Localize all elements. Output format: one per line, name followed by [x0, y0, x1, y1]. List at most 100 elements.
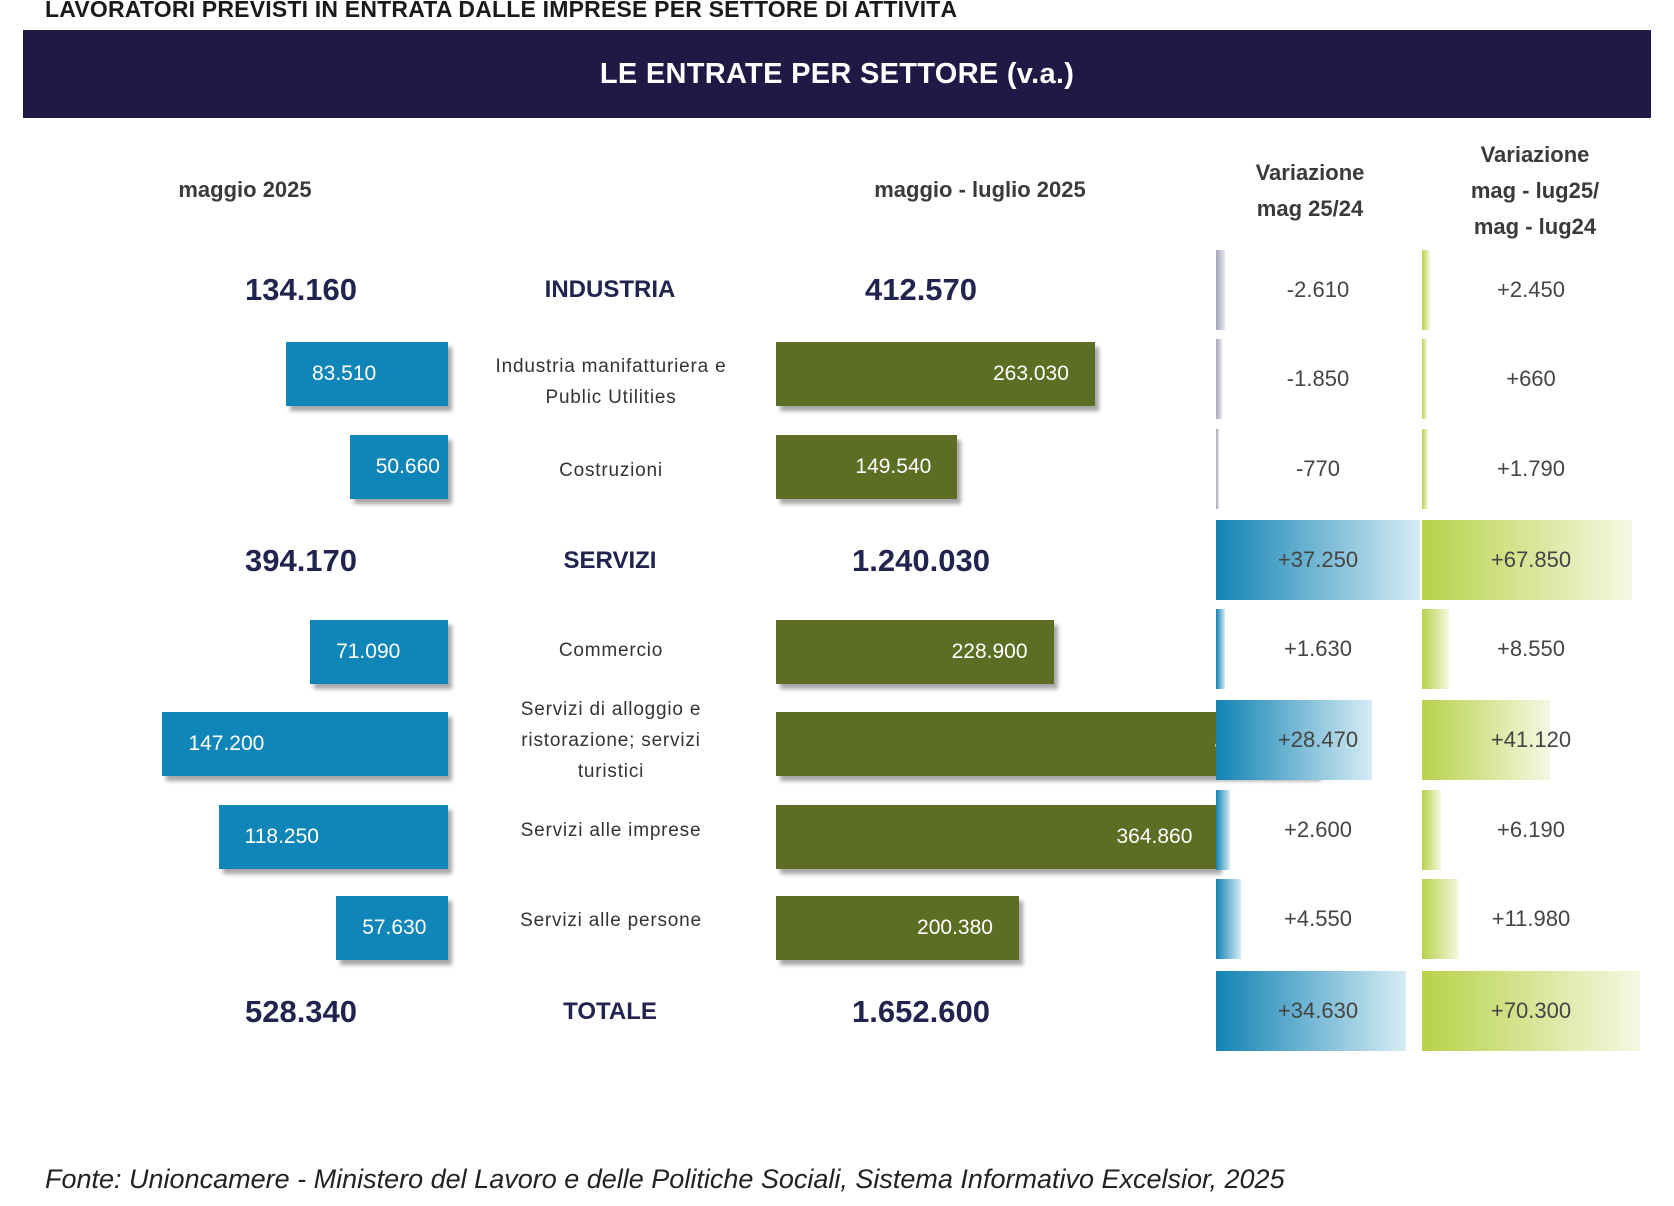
bar-may-alloggio: 147.200 [162, 712, 448, 776]
header-may-2025: maggio 2025 [178, 177, 312, 202]
servizi-may-total: 394.170 [244, 543, 358, 578]
bar-mayjul-manifatturiera-label: 263.030 [993, 362, 1069, 385]
bar-may-commercio-label: 71.090 [336, 640, 401, 663]
var-may-manifatturiera: -1.850 [1216, 339, 1420, 419]
chart-banner: LE ENTRATE PER SETTORE (v.a.) [23, 30, 1651, 118]
subsector-label-persone: Servizi alle persone [520, 910, 702, 931]
var-mayjul-industria-fill [1422, 250, 1430, 330]
var-may-servizi-fill [1216, 520, 1420, 600]
var-mayjul-persone-value: +11.980 [1491, 906, 1571, 931]
subsector-label-alloggio-line-3: turistici [577, 761, 645, 782]
var-mayjul-servizi-fill [1422, 520, 1633, 600]
bar-may-manifatturiera-label: 83.510 [311, 362, 377, 385]
header-var-may-jul-line-3: mag - lug24 [1473, 214, 1597, 239]
servizi-mayjul-total: 1.240.030 [852, 543, 990, 578]
subsector-label-manifatturiera: Industria manifatturiera e Public Utilit… [471, 351, 751, 413]
var-mayjul-manifatturiera-fill [1422, 339, 1427, 419]
var-may-alloggio-value: +28.470 [1277, 727, 1359, 752]
var-mayjul-industria: +2.450 [1422, 250, 1640, 330]
subsector-label-commercio: Commercio [558, 640, 664, 661]
var-mayjul-commercio-fill [1422, 609, 1449, 689]
var-mayjul-servizi: +67.850 [1422, 520, 1640, 600]
var-mayjul-commercio-value: +8.550 [1497, 636, 1565, 661]
var-may-costruzioni-value: -770 [1295, 456, 1341, 481]
header-var-may-jul-line-1: Variazione [1480, 142, 1590, 167]
var-may-totale-value: +34.630 [1277, 998, 1359, 1023]
var-may-commercio: +1.630 [1216, 609, 1420, 689]
header-var-may-jul: Variazione mag - lug25/ mag - lug24 [1430, 137, 1640, 245]
var-mayjul-costruzioni-value: +1.790 [1497, 456, 1565, 481]
header-may-jul-2025: maggio - luglio 2025 [874, 177, 1086, 202]
var-mayjul-alloggio-fill [1422, 700, 1550, 780]
var-may-manifatturiera-value: -1.850 [1286, 366, 1350, 391]
var-may-costruzioni-fill [1216, 429, 1219, 509]
header-var-may-line-2: mag 25/24 [1256, 196, 1364, 221]
header-var-may-line-1: Variazione [1255, 160, 1365, 185]
bar-may-manifatturiera: 83.510 [285, 342, 448, 406]
subsector-label-manifatturiera-line-2: Public Utilities [545, 387, 677, 408]
var-mayjul-imprese-fill [1422, 790, 1442, 870]
var-mayjul-costruzioni-fill [1422, 429, 1428, 509]
bar-mayjul-persone-label: 200.380 [917, 916, 993, 939]
var-may-manifatturiera-fill [1216, 339, 1223, 419]
totale-mayjul-total: 1.652.600 [852, 994, 990, 1029]
bar-mayjul-costruzioni: 149.540 [776, 435, 958, 499]
bar-may-persone: 57.630 [336, 896, 448, 960]
bar-may-persone-label: 57.630 [362, 916, 427, 939]
var-may-costruzioni: -770 [1216, 429, 1420, 509]
bar-may-imprese: 118.250 [218, 805, 448, 869]
var-mayjul-totale-value: +70.300 [1490, 998, 1572, 1023]
source-note: Fonte: Unioncamere - Ministero del Lavor… [45, 1164, 1285, 1194]
bar-mayjul-commercio: 228.900 [776, 620, 1054, 684]
subsector-label-alloggio: Servizi di alloggio e ristorazione; serv… [471, 694, 751, 787]
var-mayjul-totale-fill [1422, 971, 1640, 1051]
bar-may-commercio: 71.090 [310, 620, 448, 684]
bar-mayjul-manifatturiera: 263.030 [776, 342, 1095, 406]
totale-label: TOTALE [563, 998, 657, 1025]
var-mayjul-alloggio: +41.120 [1422, 700, 1640, 780]
var-may-totale-fill [1216, 971, 1406, 1051]
bar-mayjul-persone: 200.380 [776, 896, 1019, 960]
subsector-label-imprese: Servizi alle imprese [520, 820, 702, 841]
var-mayjul-imprese: +6.190 [1422, 790, 1640, 870]
var-mayjul-alloggio-value: +41.120 [1490, 727, 1572, 752]
bar-mayjul-imprese: 364.860 [776, 805, 1219, 869]
var-may-servizi: +37.250 [1216, 520, 1420, 600]
bar-may-costruzioni-label: 50.660 [375, 455, 440, 478]
var-mayjul-manifatturiera: +660 [1422, 339, 1640, 419]
subsector-label-manifatturiera-line-1: Industria manifatturiera e [495, 356, 727, 377]
var-may-imprese-value: +2.600 [1284, 817, 1352, 842]
industria-mayjul-total: 412.570 [864, 272, 978, 307]
var-may-alloggio: +28.470 [1216, 700, 1420, 780]
var-may-totale: +34.630 [1216, 971, 1420, 1051]
bar-may-alloggio-label: 147.200 [188, 732, 265, 755]
subsector-label-alloggio-line-2: ristorazione; servizi [521, 730, 701, 751]
bar-may-imprese-label: 118.250 [244, 825, 319, 848]
report-title: LAVORATORI PREVISTI IN ENTRATA DALLE IMP… [45, 0, 958, 22]
industria-label: INDUSTRIA [544, 276, 676, 303]
var-may-servizi-value: +37.250 [1277, 547, 1359, 572]
var-may-industria: -2.610 [1216, 250, 1420, 330]
servizi-label: SERVIZI [563, 547, 657, 574]
subsector-label-alloggio-line-1: Servizi di alloggio e [520, 699, 702, 720]
var-mayjul-manifatturiera-value: +660 [1506, 366, 1556, 391]
header-var-may-jul-line-2: mag - lug25/ [1470, 178, 1600, 203]
header-var-may: Variazione mag 25/24 [1210, 155, 1410, 227]
bar-may-costruzioni: 50.660 [349, 435, 448, 499]
bar-mayjul-imprese-label: 364.860 [1116, 825, 1193, 848]
var-mayjul-imprese-value: +6.190 [1497, 817, 1565, 842]
var-may-commercio-value: +1.630 [1284, 636, 1352, 661]
var-mayjul-persone-fill [1422, 879, 1460, 959]
var-mayjul-commercio: +8.550 [1422, 609, 1640, 689]
var-may-persone-fill [1216, 879, 1241, 959]
var-may-alloggio-fill [1216, 700, 1372, 780]
bar-mayjul-commercio-label: 228.900 [951, 640, 1028, 663]
var-may-persone: +4.550 [1216, 879, 1420, 959]
var-mayjul-totale: +70.300 [1422, 971, 1640, 1051]
var-mayjul-servizi-value: +67.850 [1490, 547, 1572, 572]
industria-may-total: 134.160 [244, 272, 358, 307]
var-may-persone-value: +4.550 [1284, 906, 1352, 931]
var-mayjul-persone: +11.980 [1422, 879, 1640, 959]
var-may-industria-value: -2.610 [1286, 277, 1350, 302]
bar-mayjul-costruzioni-label: 149.540 [855, 455, 932, 478]
